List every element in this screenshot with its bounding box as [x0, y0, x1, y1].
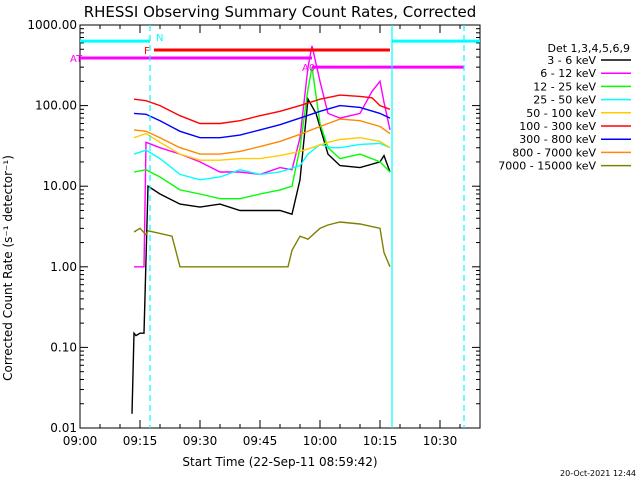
- state-bar-label: A0: [302, 63, 315, 74]
- chart-title: RHESSI Observing Summary Count Rates, Co…: [84, 3, 477, 21]
- attenuator-bars: NF AT A0: [70, 25, 480, 428]
- x-tick-label: 10:00: [303, 434, 338, 448]
- state-bar-label: N: [156, 33, 163, 44]
- series-line: [133, 104, 391, 139]
- legend-entry-label: 50 - 100 keV: [526, 107, 596, 120]
- x-tick-label: 10:30: [423, 434, 458, 448]
- legend-entry-label: 3 - 6 keV: [547, 54, 596, 67]
- footer-date: 20-Oct-2021 12:44: [560, 469, 636, 478]
- x-tick-label: 09:00: [63, 434, 98, 448]
- plot-area: [79, 24, 481, 429]
- y-tick-label: 10.00: [43, 179, 77, 193]
- series-line: [133, 94, 391, 125]
- series-layer: [131, 45, 391, 414]
- series-line: [131, 96, 391, 414]
- x-tick-label: 09:45: [243, 434, 278, 448]
- y-tick-label: 100.00: [35, 99, 77, 113]
- series-line: [133, 66, 391, 200]
- y-tick-label: 0.01: [50, 421, 77, 435]
- legend-entry-label: 25 - 50 keV: [533, 94, 596, 107]
- legend-entry-label: 12 - 25 keV: [533, 80, 596, 93]
- series-line: [133, 142, 391, 181]
- series-line: [134, 45, 391, 268]
- x-tick-label: 10:15: [363, 434, 398, 448]
- x-axis-label: Start Time (22-Sep-11 08:59:42): [182, 455, 377, 469]
- series-line: [133, 132, 391, 161]
- legend-header: Det 1,3,4,5,6,9: [547, 42, 630, 55]
- state-bar-label: AT: [70, 54, 83, 65]
- y-axis-label: Corrected Count Rate (s⁻¹ detector⁻¹): [1, 155, 15, 381]
- y-tick-label: 1000.00: [27, 18, 77, 32]
- y-tick-label: 1.00: [50, 260, 77, 274]
- x-tick-label: 09:15: [123, 434, 158, 448]
- y-tick-label: 0.10: [50, 340, 77, 354]
- series-line: [133, 221, 391, 268]
- legend-entry-label: 100 - 300 keV: [519, 120, 596, 133]
- legend-entry-label: 300 - 800 keV: [519, 133, 596, 146]
- state-bar-label: F: [144, 46, 150, 57]
- series-line: [133, 118, 391, 155]
- legend-entry-label: 7000 - 15000 keV: [498, 160, 596, 173]
- x-tick-label: 09:30: [183, 434, 218, 448]
- legend-entry-label: 800 - 7000 keV: [512, 146, 596, 159]
- legend-entry-label: 6 - 12 keV: [540, 67, 596, 80]
- plot-border: [79, 24, 481, 429]
